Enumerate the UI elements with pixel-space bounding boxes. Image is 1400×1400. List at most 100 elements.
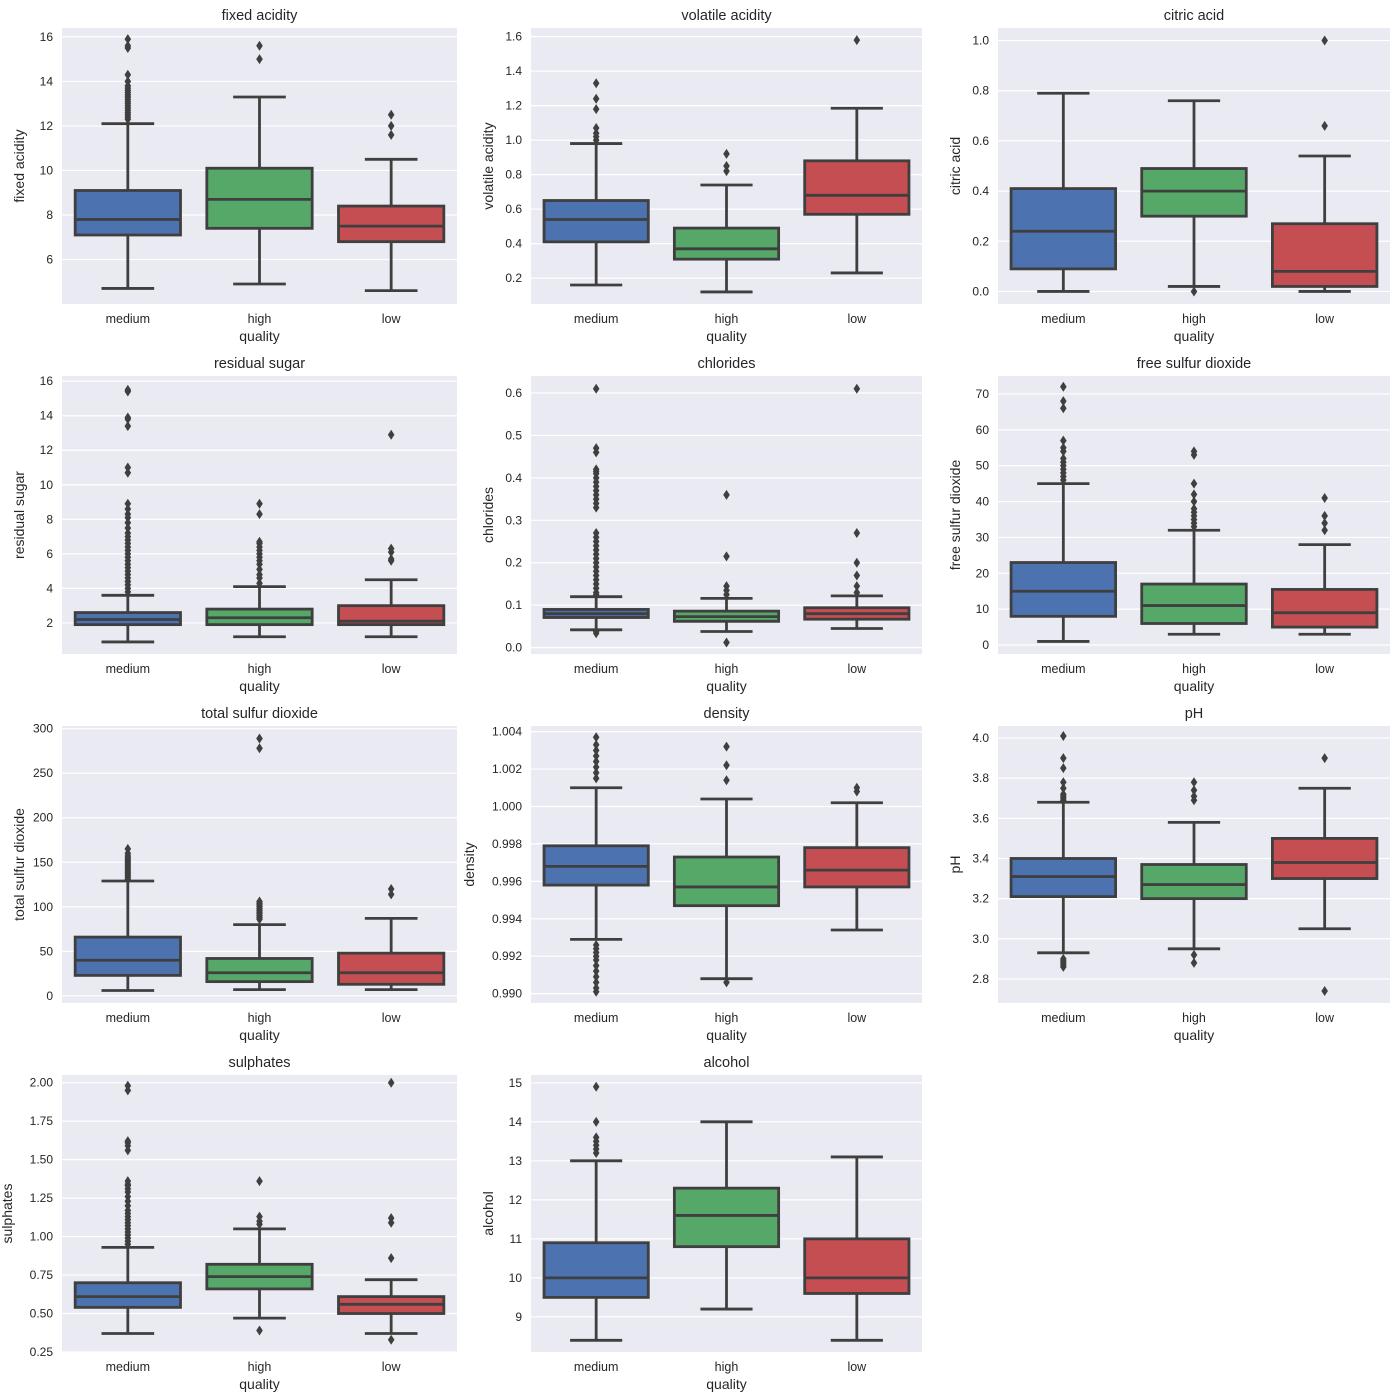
outlier-point (592, 383, 600, 394)
outlier-point (124, 517, 132, 528)
x-tick-label: medium (1041, 662, 1085, 676)
outlier-point (592, 960, 600, 971)
outlier-point (124, 34, 132, 45)
outlier-point (592, 739, 600, 750)
outlier-point (124, 528, 132, 539)
outlier-point (256, 1176, 263, 1187)
outlier-point (1321, 753, 1328, 764)
outlier-point (723, 775, 730, 786)
box-medium (542, 383, 650, 639)
outlier-point (387, 429, 395, 440)
y-tick-label: 3.2 (972, 892, 989, 906)
box-iqr (1271, 837, 1379, 880)
y-axis-label: total sulfur dioxide (11, 808, 27, 921)
box-iqr (1009, 187, 1117, 271)
outlier-point (1321, 518, 1328, 529)
y-tick-label: 16 (40, 30, 54, 44)
panel-free-sulfur-dioxide: 0 10 20 30 40 50 60 70 medium high low free sulfur … (947, 356, 1390, 694)
outlier-point (124, 76, 132, 87)
outlier-point (1060, 753, 1067, 764)
y-tick-label: 1.25 (30, 1191, 54, 1205)
outlier-point (723, 166, 730, 177)
outlier-point (256, 733, 263, 744)
panel-residual-sugar: 2 4 6 8 10 12 14 16 medium high low residual sugar q… (11, 356, 457, 694)
outlier-point (723, 148, 730, 159)
x-tick-label: medium (574, 662, 618, 676)
box-iqr (672, 1186, 781, 1249)
box-iqr (672, 855, 781, 908)
x-tick-label: low (847, 662, 867, 676)
box-low (337, 109, 446, 293)
box-iqr (1271, 222, 1379, 288)
outlier-point (592, 983, 600, 994)
y-tick-label: 0.996 (492, 874, 522, 888)
y-tick-label: 0.4 (972, 184, 989, 198)
chart-title: residual sugar (214, 356, 305, 372)
box-iqr (337, 204, 446, 244)
y-tick-label: 0.6 (505, 386, 522, 400)
box-iqr (1009, 561, 1117, 618)
outlier-point (723, 637, 730, 648)
x-axis-label: quality (239, 1027, 279, 1043)
outlier-point (387, 1077, 395, 1088)
outlier-point (592, 528, 600, 539)
outlier-point (1060, 435, 1067, 446)
x-tick-label: medium (106, 1011, 150, 1025)
outlier-point (256, 743, 263, 754)
x-axis-label: quality (706, 1027, 746, 1043)
outlier-point (1060, 763, 1067, 774)
outlier-point (387, 1213, 395, 1224)
box-high (1140, 446, 1248, 636)
y-tick-label: 0.75 (30, 1268, 54, 1282)
outlier-point (592, 1116, 600, 1127)
x-axis-label: quality (239, 1376, 279, 1392)
outlier-point (124, 1176, 132, 1187)
box-iqr (1140, 582, 1248, 625)
outlier-point (124, 509, 132, 520)
box-low (803, 35, 911, 275)
outlier-point (1190, 791, 1198, 802)
box-medium (1009, 731, 1117, 972)
outlier-point (256, 896, 263, 907)
box-iqr (73, 189, 182, 237)
x-tick-label: high (715, 1360, 739, 1374)
x-tick-label: high (248, 312, 272, 326)
chart-title: free sulfur dioxide (1137, 356, 1251, 372)
panel-chlorides: 0.0 0.1 0.2 0.3 0.4 0.5 0.6 medium high low chlori… (480, 356, 922, 694)
box-iqr (1271, 588, 1379, 629)
chart-title: citric acid (1164, 8, 1224, 24)
y-tick-label: 0.6 (972, 134, 989, 148)
box-iqr (73, 1281, 182, 1309)
y-tick-label: 11 (510, 1232, 523, 1246)
box-low (1271, 35, 1379, 293)
y-tick-label: 0.0 (972, 284, 989, 298)
outlier-point (124, 421, 132, 432)
outlier-point (723, 977, 730, 988)
outlier-point (1060, 381, 1067, 392)
outlier-point (124, 69, 132, 80)
outlier-point (1190, 503, 1198, 514)
x-tick-label: medium (1041, 312, 1085, 326)
outlier-point (256, 1211, 263, 1222)
x-tick-label: high (715, 312, 739, 326)
outlier-point (387, 1253, 395, 1264)
x-tick-label: high (1182, 662, 1206, 676)
x-tick-label: low (382, 312, 402, 326)
outlier-point (1060, 777, 1067, 788)
y-axis-label: pH (947, 856, 963, 874)
outlier-point (1060, 953, 1067, 964)
outlier-point (723, 161, 730, 171)
outlier-point (124, 1080, 132, 1091)
x-tick-label: low (1315, 312, 1335, 326)
y-tick-label: 14 (40, 74, 54, 88)
box-medium (542, 1081, 650, 1342)
y-tick-label: 3.4 (972, 851, 989, 865)
y-tick-label: 0.5 (505, 428, 522, 442)
outlier-point (853, 570, 861, 581)
panel-volatile-acidity: 0.2 0.4 0.6 0.8 1.0 1.2 1.4 1.6 medium high low vol… (480, 8, 922, 344)
box-high (1140, 777, 1248, 968)
outlier-point (592, 1132, 600, 1143)
y-tick-label: 0.4 (505, 471, 522, 485)
outlier-point (256, 564, 263, 575)
outlier-point (387, 554, 395, 565)
